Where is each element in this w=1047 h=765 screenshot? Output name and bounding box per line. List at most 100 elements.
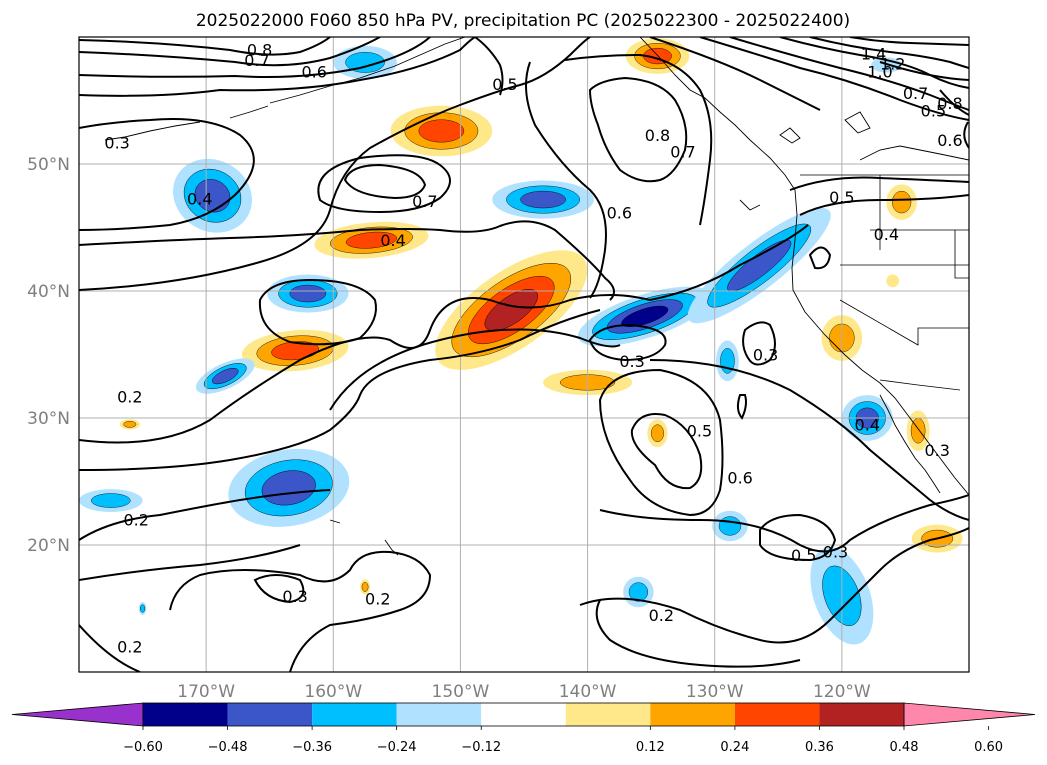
contour-label: 0.8 [937, 94, 962, 113]
colorbar-tick-label: −0.36 [292, 740, 332, 755]
precip-anomaly-region [886, 184, 917, 220]
colorbar-tick-label: 0.24 [720, 740, 749, 755]
precip-anomaly-region [228, 448, 350, 527]
precip-anomaly-region [79, 489, 143, 512]
contour-label: 0.4 [187, 189, 212, 208]
contour-label: 0.2 [365, 589, 390, 608]
shading-level-neg-3 [520, 190, 566, 209]
precip-anomaly-region [119, 419, 141, 430]
shading-level-neg-3 [261, 470, 316, 506]
colorbar-tick-label: 0.12 [636, 740, 665, 755]
coastlines [104, 37, 969, 556]
shading-level-neg-2 [140, 604, 146, 613]
contour-label: 0.2 [649, 606, 674, 625]
y-tick-label: 20°N [27, 536, 70, 556]
contour-label: 0.6 [607, 203, 632, 222]
contour-label: 1.4 [861, 45, 886, 64]
contour-label: 0.3 [104, 133, 129, 152]
colorbar: −0.60 −0.48 −0.36 −0.24 −0.12 0.12 0.24 0.36 0.4… [11, 702, 1036, 755]
precip-anomaly-region [359, 579, 371, 595]
precip-anomaly-region [390, 105, 493, 157]
shading-level-pos-4 [484, 289, 538, 332]
contour-label: 0.4 [874, 225, 899, 244]
contour-label: 0.6 [727, 469, 752, 488]
pv-contours [79, 37, 969, 672]
shading-level-pos-3 [418, 119, 465, 143]
shading-level-neg-2 [628, 582, 649, 602]
shading-level-pos-2 [892, 190, 912, 214]
contour-label: 0.2 [123, 511, 148, 530]
colorbar-frame [142, 702, 905, 727]
colorbar-tick-label: 0.48 [890, 740, 919, 755]
contour-label: 0.5 [829, 188, 854, 207]
colorbar-extend-max [903, 702, 1036, 727]
x-tick-label: 140°W [559, 682, 617, 702]
contour-label: 1.2 [880, 55, 905, 74]
shading-level-neg-3 [289, 284, 327, 303]
x-axis-ticks: 170°W 160°W 150°W 140°W 130°W 120°W [177, 682, 871, 702]
shading-level-pos-2 [361, 582, 369, 592]
contour-label: 0.3 [753, 346, 778, 365]
colorbar-cell [481, 703, 566, 726]
colorbar-cell [819, 703, 904, 726]
precip-anomaly-region [492, 180, 594, 219]
contour-label: 0.3 [619, 352, 644, 371]
x-tick-label: 130°W [686, 682, 744, 702]
contour-labels: 0.80.70.60.30.40.50.80.70.70.40.61.41.21… [104, 41, 962, 657]
contour-label: 0.3 [823, 542, 848, 561]
contour-label: 0.7 [903, 84, 928, 103]
colorbar-cell [565, 703, 651, 726]
shading-level-neg-2 [345, 52, 385, 73]
contour-label: 0.5 [492, 75, 517, 94]
y-axis-ticks: 50°N 40°N 30°N 20°N [27, 155, 70, 556]
map-area: 0.80.70.60.30.40.50.80.70.70.40.61.41.21… [79, 37, 969, 672]
contour-label: 0.8 [645, 126, 670, 145]
y-tick-label: 50°N [27, 155, 70, 175]
precip-anomaly-region [647, 419, 668, 448]
contour-label: 0.3 [282, 587, 307, 606]
contour-label: 0.3 [924, 441, 949, 460]
precip-anomaly-region [138, 602, 147, 615]
precip-anomaly-region [886, 274, 900, 288]
colorbar-cell [650, 703, 735, 726]
contour-label: 0.7 [412, 192, 437, 211]
map-frame [78, 36, 970, 673]
colorbar-extend-min [11, 702, 144, 727]
colorbar-cell [312, 703, 397, 726]
contour-label: 0.4 [855, 415, 880, 434]
x-tick-label: 150°W [432, 682, 490, 702]
colorbar-tick-label: −0.12 [461, 740, 501, 755]
colorbar-tick-label: 0.60 [974, 740, 1003, 755]
precip-anomaly-region [195, 358, 255, 394]
precip-anomaly-region [712, 510, 748, 542]
contour-label: 0.5 [687, 422, 712, 441]
contour-label: 1.0 [867, 62, 892, 81]
contour-label: 0.2 [117, 638, 142, 657]
contour-label: 0.7 [670, 142, 695, 161]
contour-label: 0.6 [301, 62, 326, 81]
colorbar-tick-label: 0.36 [805, 740, 834, 755]
political-borders [800, 174, 969, 391]
shading-level-pos-2 [123, 421, 137, 428]
precip-anomaly-region [173, 158, 252, 233]
y-tick-label: 40°N [27, 282, 70, 302]
colorbar-tick-label: −0.48 [208, 740, 248, 755]
colorbar-cell [143, 703, 228, 726]
shading-level-neg-4 [621, 305, 669, 327]
colorbar-cell [734, 703, 820, 726]
contour-label: 0.5 [791, 546, 816, 565]
precip-anomaly-region [435, 250, 588, 370]
colorbar-cell [227, 703, 313, 726]
colorbar-cell [396, 703, 482, 726]
contour-label: 0.2 [117, 387, 142, 406]
shading-level-pos-3 [345, 231, 397, 249]
colorbar-tick-label: −0.60 [123, 740, 163, 755]
shading-level-neg-2 [91, 493, 131, 508]
x-tick-label: 170°W [177, 682, 235, 702]
shading-level-neg-3 [194, 179, 231, 213]
x-tick-label: 160°W [304, 682, 362, 702]
contour-label: 0.8 [247, 41, 272, 60]
chart-title: 2025022000 F060 850 hPa PV, precipitatio… [196, 11, 850, 31]
contour-label: 0.5 [921, 102, 946, 121]
